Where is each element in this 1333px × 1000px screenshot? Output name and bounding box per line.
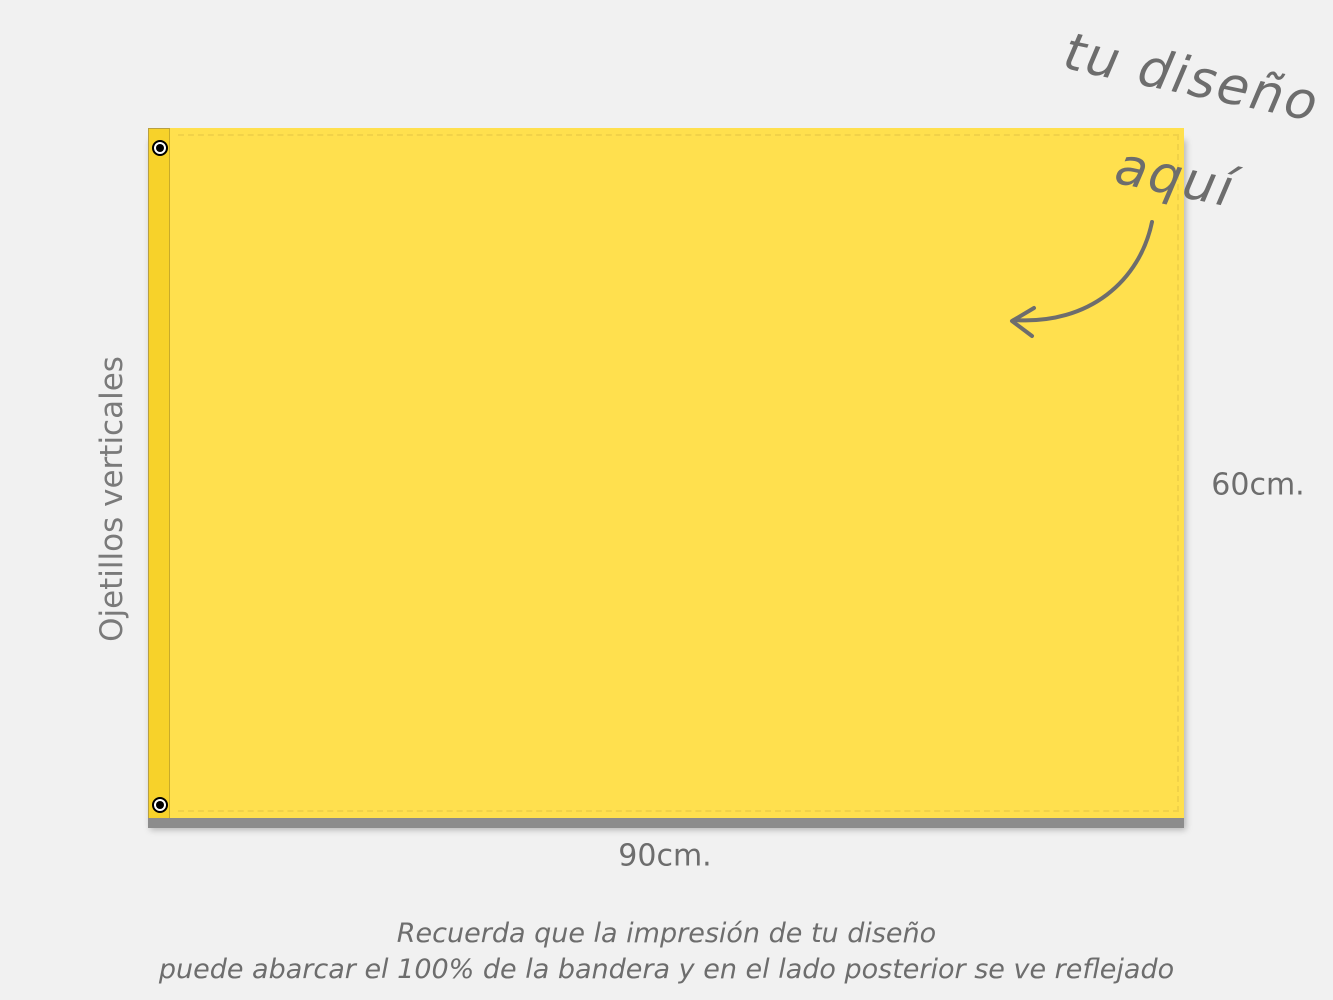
- flag-template: [148, 128, 1184, 818]
- note-line2: puede abarcar el 100% de la bandera y en…: [158, 954, 1175, 985]
- safe-margin-line: [178, 134, 1179, 812]
- eyelet-icon: [152, 797, 168, 813]
- width-label: 90cm.: [618, 838, 712, 874]
- flag-sleeve: [148, 128, 170, 818]
- height-label: 60cm.: [1211, 467, 1305, 503]
- note-line1: Recuerda que la impresión de tu diseño: [396, 918, 937, 949]
- eyelet-icon: [152, 140, 168, 156]
